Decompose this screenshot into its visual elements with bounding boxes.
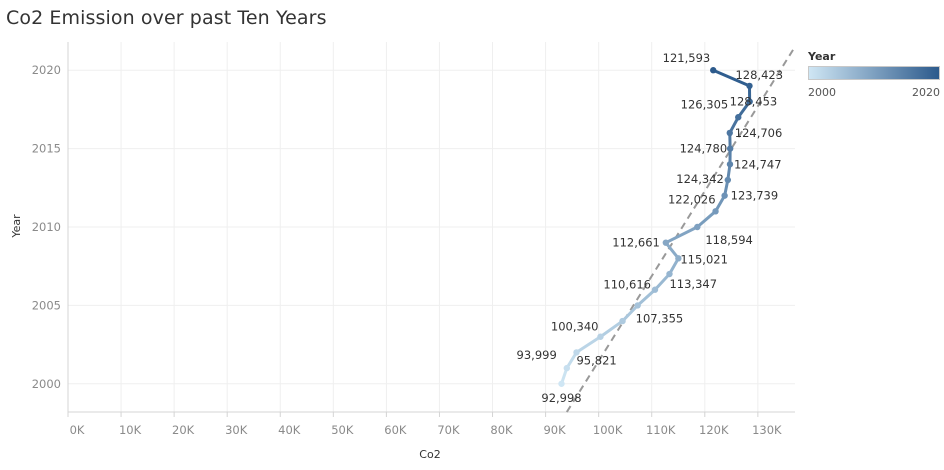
series-line-segment: [636, 288, 657, 307]
x-tick-label: 60K: [384, 423, 407, 437]
data-point: [726, 129, 733, 137]
data-point: [746, 82, 753, 90]
data-label: 124,747: [734, 157, 782, 171]
x-tick-label: 40K: [278, 423, 301, 437]
data-label: 100,340: [551, 320, 599, 334]
data-label: 115,021: [680, 252, 728, 266]
data-point: [726, 161, 734, 168]
y-axis-title: Year: [10, 214, 23, 239]
data-point: [634, 302, 641, 309]
data-label: 113,347: [669, 277, 717, 291]
data-label: 122,026: [668, 192, 716, 206]
series-point-layer: [558, 67, 753, 387]
x-tick-label: 30K: [225, 423, 248, 437]
x-tick-label: 120K: [699, 423, 729, 437]
data-point: [694, 223, 701, 231]
data-point: [619, 317, 626, 325]
data-point: [735, 114, 742, 121]
chart-title: Co2 Emission over past Ten Years: [6, 7, 327, 29]
series-line-segment: [653, 272, 671, 292]
color-legend[interactable]: Year 2000 2020: [808, 50, 940, 102]
data-label: 128,453: [730, 95, 778, 109]
legend-max-label: 2020: [912, 86, 940, 99]
y-tick-label: 2020: [32, 63, 61, 77]
y-tick-label: 2010: [32, 220, 61, 234]
y-tick-label: 2005: [32, 298, 61, 312]
data-point: [573, 349, 580, 356]
data-label: 124,342: [676, 172, 724, 186]
data-point: [721, 192, 728, 199]
data-label: 93,999: [517, 348, 557, 362]
data-point: [710, 67, 717, 74]
series-line-segment: [621, 303, 640, 323]
data-label: 124,706: [735, 126, 783, 140]
axes: 0K 10K 20K 30K 40K 50K 60K 70K 80K 90K 100K 110K 120…: [32, 42, 795, 437]
series-line-segment: [664, 225, 699, 245]
data-label: 124,780: [680, 142, 728, 156]
x-tick-label: 130K: [752, 423, 782, 437]
data-label: 126,305: [681, 97, 729, 111]
series-line-segment: [574, 335, 602, 354]
x-tick-label: 50K: [331, 423, 354, 437]
data-point: [675, 255, 682, 262]
x-tick-label: 70K: [437, 423, 460, 437]
data-point: [651, 286, 659, 293]
data-label: 110,616: [603, 278, 651, 292]
x-tick-label: 10K: [119, 423, 142, 437]
data-label: 128,423: [735, 68, 783, 82]
data-label: 107,355: [636, 311, 684, 325]
series-line-segment: [736, 100, 752, 119]
series-line-segment: [598, 319, 625, 339]
data-point: [662, 239, 670, 246]
data-point: [746, 98, 753, 105]
data-label: 118,594: [705, 233, 753, 247]
x-tick-label: 0K: [70, 423, 85, 437]
data-point: [712, 208, 719, 215]
data-label-layer: 92,998 93,999 95,821 100,340 107,355 110,616 1…: [517, 51, 783, 405]
x-tick-label: 110K: [646, 423, 676, 437]
x-tick-label: 80K: [490, 423, 513, 437]
data-label: 123,739: [731, 189, 779, 203]
legend-color-ramp[interactable]: [808, 66, 940, 80]
y-tick-label: 2015: [32, 142, 61, 156]
data-point: [597, 333, 604, 340]
gridlines: [67, 42, 795, 412]
data-point: [726, 145, 734, 152]
series-line-segment: [664, 241, 680, 260]
data-point: [558, 380, 565, 387]
y-tick-label: 2000: [32, 377, 61, 391]
data-point: [563, 364, 571, 372]
series-line-segment: [711, 68, 751, 88]
data-label: 121,593: [663, 51, 711, 65]
data-label: 95,821: [576, 353, 616, 367]
x-tick-label: 100K: [593, 423, 623, 437]
data-label: 92,998: [541, 391, 581, 405]
data-label: 112,661: [612, 236, 660, 250]
legend-title: Year: [808, 50, 836, 63]
series-line-segment: [695, 209, 718, 229]
data-point: [724, 176, 732, 184]
x-tick-label: 90K: [543, 423, 566, 437]
data-point: [666, 270, 673, 278]
x-axis-title: Co2: [419, 448, 440, 461]
legend-min-label: 2000: [808, 86, 836, 99]
x-tick-label: 20K: [172, 423, 195, 437]
